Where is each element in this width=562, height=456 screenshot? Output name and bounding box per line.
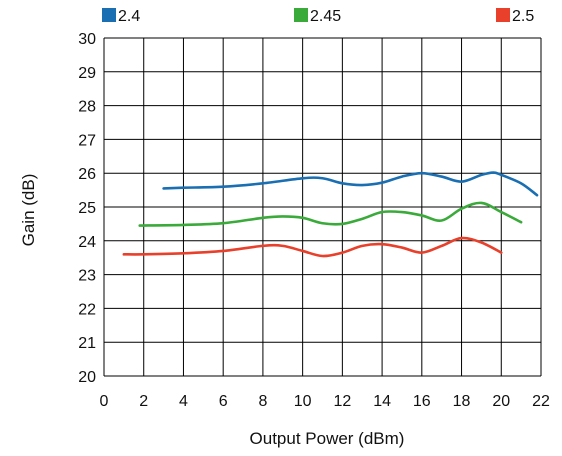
x-tick-label: 4 bbox=[179, 393, 188, 410]
x-axis-ticks: 0 2 4 6 8 10 12 14 16 18 20 22 bbox=[100, 393, 550, 410]
y-tick-label: 28 bbox=[78, 99, 96, 116]
x-tick-label: 12 bbox=[333, 393, 351, 410]
y-tick-label: 29 bbox=[78, 65, 96, 82]
y-tick-label: 20 bbox=[78, 369, 96, 386]
x-tick-label: 18 bbox=[453, 393, 471, 410]
y-tick-label: 26 bbox=[78, 166, 96, 183]
y-tick-label: 24 bbox=[78, 234, 96, 251]
y-axis-ticks: 20 21 22 23 24 25 26 27 28 29 30 bbox=[78, 31, 96, 386]
y-tick-label: 21 bbox=[78, 335, 96, 352]
x-tick-label: 6 bbox=[219, 393, 228, 410]
legend-swatch bbox=[294, 8, 308, 22]
x-tick-label: 20 bbox=[492, 393, 510, 410]
y-tick-label: 25 bbox=[78, 200, 96, 217]
plot-grid bbox=[103, 37, 542, 377]
y-axis-label: Gain (dB) bbox=[19, 174, 38, 247]
y-tick-label: 27 bbox=[78, 132, 96, 149]
x-tick-label: 8 bbox=[258, 393, 267, 410]
legend-swatch bbox=[102, 8, 116, 22]
legend-label: 2.45 bbox=[310, 8, 341, 25]
plot-series bbox=[122, 171, 539, 258]
legend-label: 2.4 bbox=[118, 8, 140, 25]
series-line-2-45 bbox=[138, 201, 523, 227]
x-tick-label: 10 bbox=[294, 393, 312, 410]
x-tick-label: 22 bbox=[532, 393, 550, 410]
series-line-2-5 bbox=[122, 236, 503, 258]
x-tick-label: 16 bbox=[413, 393, 431, 410]
y-tick-label: 22 bbox=[78, 301, 96, 318]
x-axis-label: Output Power (dBm) bbox=[250, 429, 405, 448]
legend-swatch bbox=[496, 8, 510, 22]
x-tick-label: 14 bbox=[373, 393, 391, 410]
legend-label: 2.5 bbox=[512, 8, 534, 25]
x-tick-label: 2 bbox=[139, 393, 148, 410]
x-tick-label: 0 bbox=[100, 393, 109, 410]
legend: 2.4 2.45 2.5 bbox=[102, 8, 534, 25]
y-tick-label: 30 bbox=[78, 31, 96, 48]
y-tick-label: 23 bbox=[78, 268, 96, 285]
series-line-2-4 bbox=[162, 171, 539, 197]
